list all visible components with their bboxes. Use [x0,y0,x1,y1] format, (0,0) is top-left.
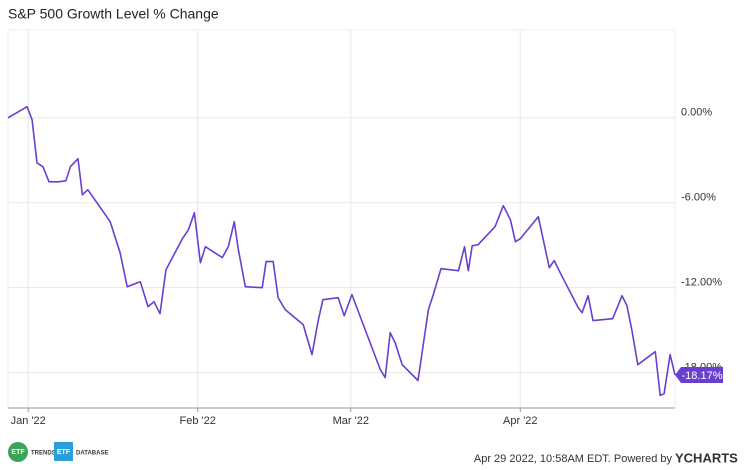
logo-icon [8,442,28,462]
y-tick-label: -6.00% [681,192,716,204]
logo-icon [54,442,73,461]
x-tick-label: Feb '22 [180,415,216,427]
end-label-box [675,367,723,384]
logo-text: DATABASE [76,451,108,457]
y-tick-label: -12.00% [681,277,722,289]
chart-title: S&P 500 Growth Level % Change [8,6,219,22]
line-series [7,105,676,397]
x-tick-label: Mar '22 [333,415,369,427]
brand: YCHARTS [675,450,738,465]
y-tick-label: 0.00% [681,107,712,119]
timestamp: Apr 29 2022, 10:58AM EDT. Powered by [474,453,673,465]
logo-mark: ETF [57,449,71,456]
end-label: -18.17% [682,370,723,382]
x-tick-label: Jan '22 [11,415,46,427]
logo-mark: ETF [11,449,25,456]
logo-text: TRENDS [31,451,56,457]
footer: ETF TRENDS ETF DATABASE Apr 29 2022, 10:… [8,442,738,465]
x-tick-label: Apr '22 [503,415,538,427]
